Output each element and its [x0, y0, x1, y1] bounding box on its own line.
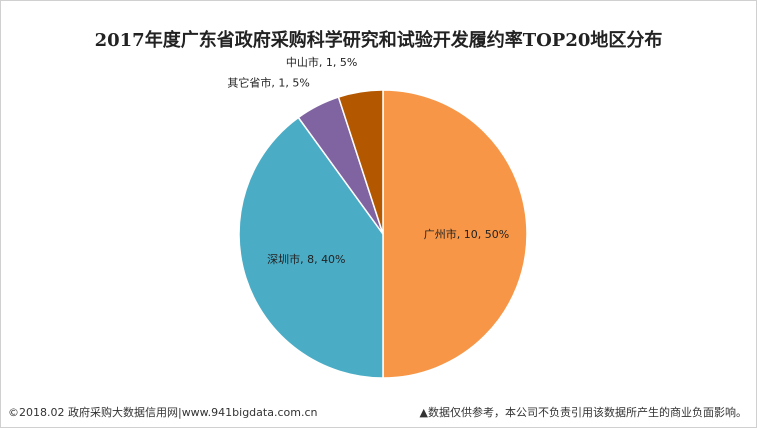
slice-label-2: 深圳市, 8, 40% — [267, 252, 345, 266]
pie-labels: 广州市, 10, 50% 深圳市, 8, 40% 其它省市, 1, 5% 中山市, 1… — [227, 55, 509, 266]
slice-label-1: 广州市, 10, 50% — [424, 227, 509, 241]
pie-slices — [238, 89, 528, 379]
pie-slice-4 — [337, 89, 384, 235]
footer-copyright: ©2018.02 政府采购大数据信用网|www.941bigdata.com.c… — [8, 406, 318, 419]
pie-slice-1 — [382, 89, 528, 379]
pie-slice-2 — [238, 116, 384, 379]
slice-label-4: 中山市, 1, 5% — [286, 55, 357, 69]
footer-disclaimer: ▲数据仅供参考，本公司不负责引用该数据所产生的商业负面影响。 — [419, 406, 747, 419]
slice-label-3: 其它省市, 1, 5% — [227, 75, 309, 89]
chart-title: 2017年度广东省政府采购科学研究和试验开发履约率TOP20地区分布 — [94, 30, 663, 51]
